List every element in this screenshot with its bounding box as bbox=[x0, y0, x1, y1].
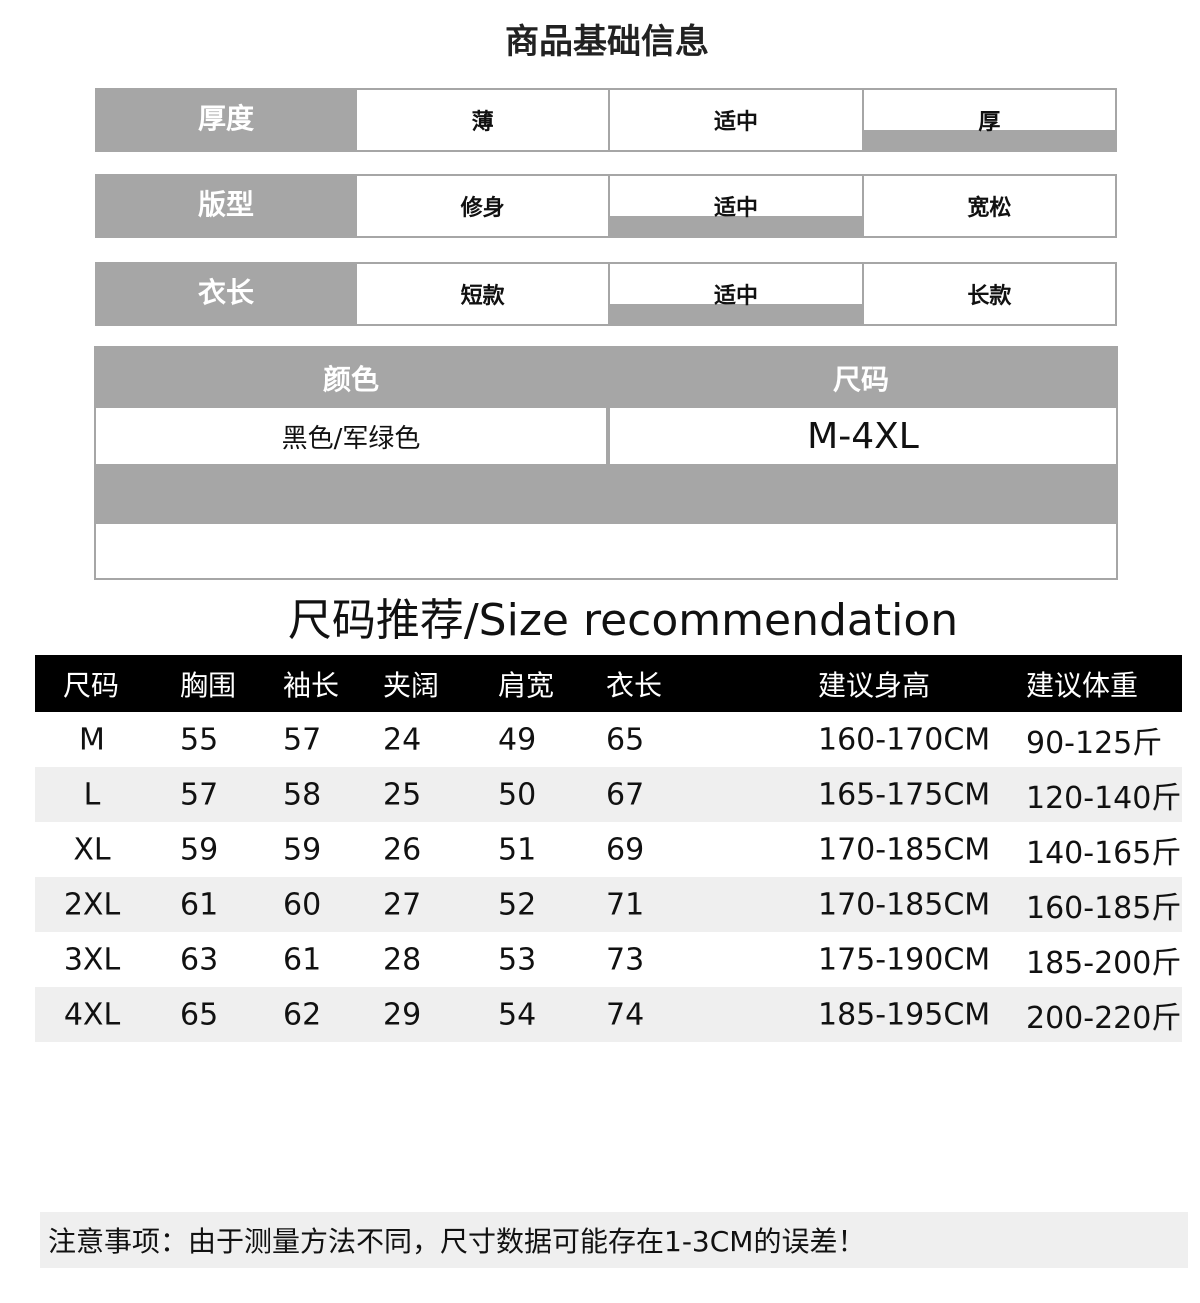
attribute-label: 衣长 bbox=[97, 264, 355, 324]
attribute-option-selected: 适中 bbox=[608, 264, 862, 324]
table-cell: 200-220斤 bbox=[1026, 1000, 1182, 1036]
table-cell: 90-125斤 bbox=[1026, 725, 1163, 761]
table-row: XL 59 59 26 51 69 170-185CM 140-165斤 bbox=[35, 822, 1182, 877]
table-cell: 衣长 bbox=[606, 668, 663, 702]
table-cell: 185-195CM bbox=[818, 997, 991, 1032]
table-cell: 3XL bbox=[63, 942, 121, 977]
table-cell: 69 bbox=[606, 832, 645, 867]
table-cell: 175-190CM bbox=[818, 942, 991, 977]
table-row: M 55 57 24 49 65 160-170CM 90-125斤 bbox=[35, 712, 1182, 767]
table-cell: 26 bbox=[383, 832, 422, 867]
table-cell: 54 bbox=[498, 997, 537, 1032]
table-row: L 57 58 25 50 67 165-175CM 120-140斤 bbox=[35, 767, 1182, 822]
color-value: 黑色/军绿色 bbox=[281, 423, 421, 454]
table-cell: 63 bbox=[180, 942, 219, 977]
table-cell: 尺码 bbox=[63, 668, 120, 702]
table-cell: 170-185CM bbox=[818, 832, 991, 867]
table-cell: 建议身高 bbox=[818, 668, 931, 702]
gray-band bbox=[96, 464, 1116, 524]
attribute-row-thickness: 厚度 薄 适中 厚 bbox=[95, 88, 1117, 152]
table-cell: 185-200斤 bbox=[1026, 945, 1182, 981]
table-cell: 57 bbox=[180, 777, 219, 812]
table-cell: 55 bbox=[180, 722, 219, 757]
table-cell: 170-185CM bbox=[818, 887, 991, 922]
table-cell: 60 bbox=[283, 887, 322, 922]
table-cell: 71 bbox=[606, 887, 645, 922]
attribute-label: 版型 bbox=[97, 176, 355, 236]
size-heading: 尺码推荐/Size recommendation bbox=[287, 595, 959, 646]
table-cell: 49 bbox=[498, 722, 537, 757]
table-cell: 65 bbox=[606, 722, 645, 757]
attribute-row-fit: 版型 修身 适中 宽松 bbox=[95, 174, 1117, 238]
table-cell: 51 bbox=[498, 832, 537, 867]
attribute-option-selected: 厚 bbox=[861, 90, 1116, 150]
table-row: 4XL 65 62 29 54 74 185-195CM 200-220斤 bbox=[35, 987, 1182, 1042]
table-cell: 61 bbox=[283, 942, 322, 977]
attribute-label: 厚度 bbox=[97, 90, 355, 150]
table-cell: 74 bbox=[606, 997, 645, 1032]
table-cell: 165-175CM bbox=[818, 777, 991, 812]
table-cell: 24 bbox=[383, 722, 422, 757]
attribute-option-selected: 适中 bbox=[608, 176, 862, 236]
table-cell: 建议体重 bbox=[1026, 668, 1139, 702]
table-row: 3XL 63 61 28 53 73 175-190CM 185-200斤 bbox=[35, 932, 1182, 987]
table-cell: L bbox=[83, 777, 101, 812]
size-header: 尺码 bbox=[606, 348, 1116, 408]
attribute-row-length: 衣长 短款 适中 长款 bbox=[95, 262, 1117, 326]
table-header: 尺码 胸围 袖长 夹阔 肩宽 衣长 建议身高 建议体重 bbox=[35, 655, 1182, 712]
color-size-block: 颜色 尺码 黑色/军绿色 M-4XL bbox=[94, 346, 1118, 580]
table-cell: 53 bbox=[498, 942, 537, 977]
table-row: 2XL 61 60 27 52 71 170-185CM 160-185斤 bbox=[35, 877, 1182, 932]
attribute-option: 薄 bbox=[355, 90, 608, 150]
table-cell: 62 bbox=[283, 997, 322, 1032]
table-cell: 61 bbox=[180, 887, 219, 922]
table-cell: M bbox=[79, 722, 105, 757]
size-table: 尺码 胸围 袖长 夹阔 肩宽 衣长 建议身高 建议体重 M 55 57 24 49 65 160-170CM… bbox=[35, 655, 1182, 1042]
note: 注意事项：由于测量方法不同，尺寸数据可能存在1-3CM的误差！ bbox=[40, 1212, 1188, 1268]
table-cell: 58 bbox=[283, 777, 322, 812]
size-value: M-4XL bbox=[606, 408, 1116, 464]
table-cell: 120-140斤 bbox=[1026, 780, 1182, 816]
table-cell: XL bbox=[73, 832, 111, 867]
table-cell: 50 bbox=[498, 777, 537, 812]
table-cell: 57 bbox=[283, 722, 322, 757]
table-cell: 2XL bbox=[63, 887, 121, 922]
table-cell: 胸围 bbox=[180, 668, 237, 702]
table-cell: 52 bbox=[498, 887, 537, 922]
table-cell: 73 bbox=[606, 942, 645, 977]
table-cell: 27 bbox=[383, 887, 422, 922]
table-cell: 29 bbox=[383, 997, 422, 1032]
attribute-option: 长款 bbox=[861, 264, 1115, 324]
attribute-option: 适中 bbox=[608, 90, 861, 150]
table-cell: 67 bbox=[606, 777, 645, 812]
table-cell: 袖长 bbox=[283, 668, 340, 702]
attribute-option: 宽松 bbox=[861, 176, 1115, 236]
table-cell: 160-185斤 bbox=[1026, 890, 1182, 926]
table-cell: 4XL bbox=[63, 997, 121, 1032]
color-header: 颜色 bbox=[96, 348, 606, 408]
table-cell: 65 bbox=[180, 997, 219, 1032]
page-title: 商品基础信息 bbox=[505, 22, 709, 62]
table-cell: 59 bbox=[283, 832, 322, 867]
table-cell: 28 bbox=[383, 942, 422, 977]
table-cell: 59 bbox=[180, 832, 219, 867]
table-cell: 夹阔 bbox=[383, 668, 440, 702]
attribute-option: 短款 bbox=[355, 264, 608, 324]
attribute-option: 修身 bbox=[355, 176, 608, 236]
table-cell: 25 bbox=[383, 777, 422, 812]
table-cell: 160-170CM bbox=[818, 722, 991, 757]
table-cell: 140-165斤 bbox=[1026, 835, 1182, 871]
table-cell: 肩宽 bbox=[498, 668, 555, 702]
